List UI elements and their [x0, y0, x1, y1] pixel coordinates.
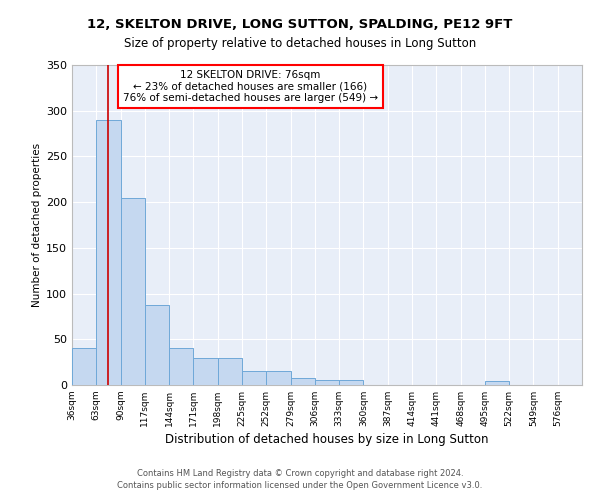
Bar: [339, 380, 364, 385]
Bar: [290, 378, 315, 385]
Bar: [121, 198, 145, 385]
Bar: [72, 348, 96, 385]
Text: 12 SKELTON DRIVE: 76sqm
← 23% of detached houses are smaller (166)
76% of semi-d: 12 SKELTON DRIVE: 76sqm ← 23% of detache…: [123, 70, 378, 103]
Bar: [218, 358, 242, 385]
Bar: [145, 306, 169, 385]
Bar: [266, 372, 290, 385]
Bar: [242, 372, 266, 385]
Bar: [96, 120, 121, 385]
Text: 12, SKELTON DRIVE, LONG SUTTON, SPALDING, PE12 9FT: 12, SKELTON DRIVE, LONG SUTTON, SPALDING…: [88, 18, 512, 30]
Text: Contains public sector information licensed under the Open Government Licence v3: Contains public sector information licen…: [118, 480, 482, 490]
X-axis label: Distribution of detached houses by size in Long Sutton: Distribution of detached houses by size …: [165, 433, 489, 446]
Bar: [193, 358, 218, 385]
Bar: [485, 382, 509, 385]
Y-axis label: Number of detached properties: Number of detached properties: [32, 143, 42, 307]
Bar: [315, 380, 339, 385]
Text: Contains HM Land Registry data © Crown copyright and database right 2024.: Contains HM Land Registry data © Crown c…: [137, 469, 463, 478]
Bar: [169, 348, 193, 385]
Text: Size of property relative to detached houses in Long Sutton: Size of property relative to detached ho…: [124, 38, 476, 51]
